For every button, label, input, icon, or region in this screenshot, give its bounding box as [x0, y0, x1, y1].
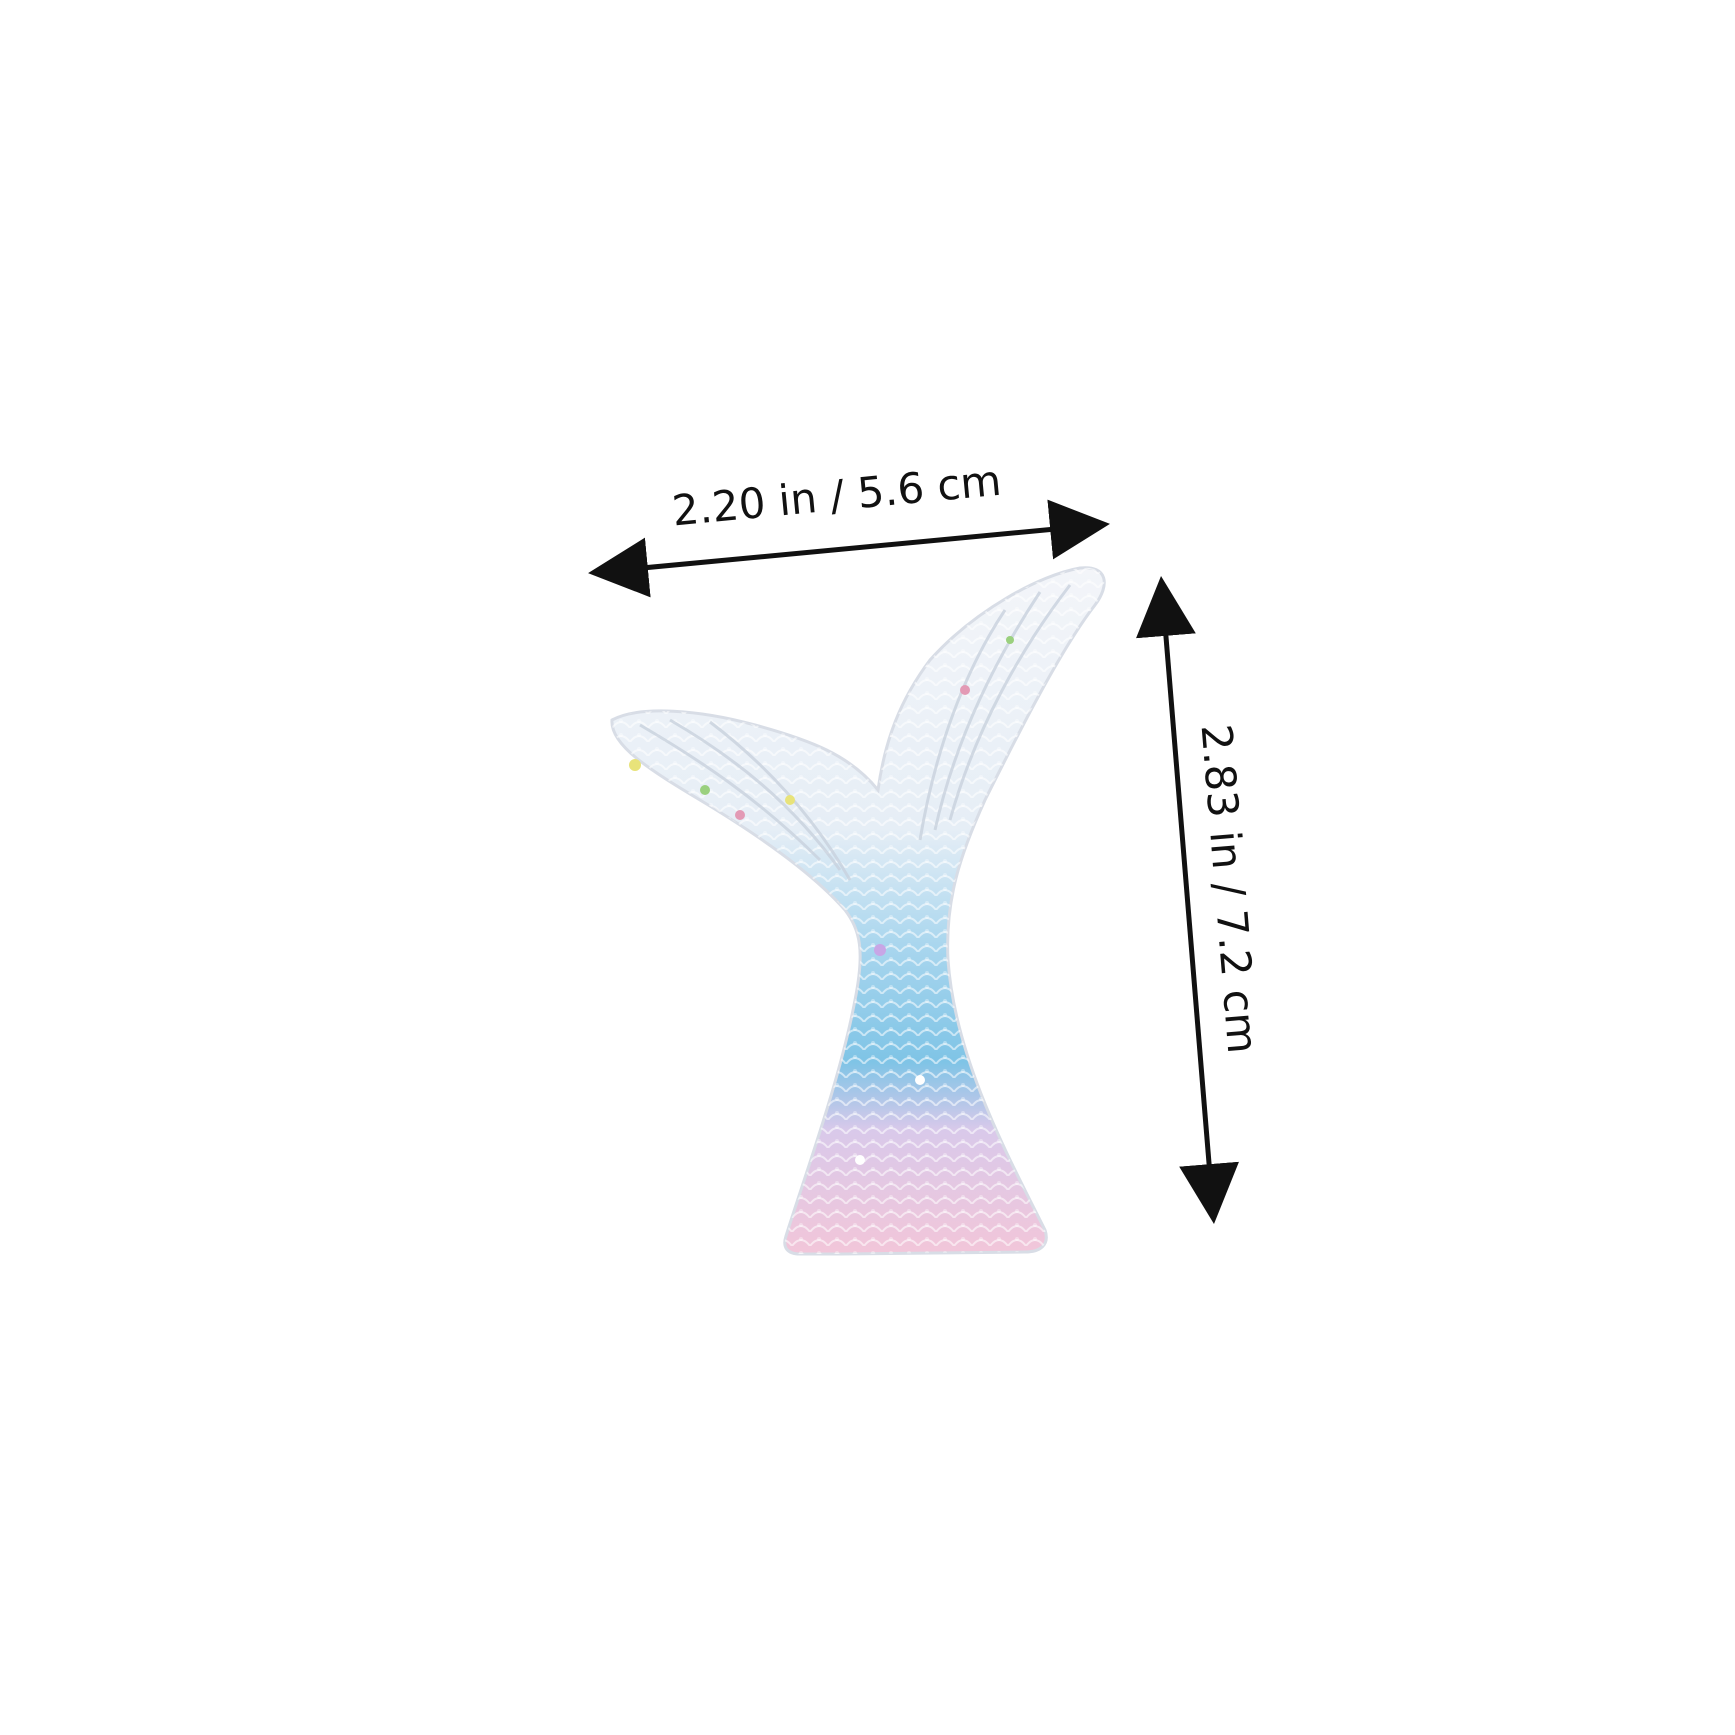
fin-ribs	[639, 584, 1072, 881]
mermaid-tail-texture	[611, 567, 1105, 1254]
width-dimension-label: 2.20 in / 5.6 cm	[670, 456, 1003, 536]
height-arrow	[1136, 576, 1239, 1224]
height-dimension-label: 2.83 in / 7.2 cm	[1192, 722, 1268, 1055]
width-arrow	[588, 499, 1110, 598]
mermaid-tail-figure	[610, 566, 1106, 1256]
glitter-sparkles	[629, 636, 1014, 1165]
